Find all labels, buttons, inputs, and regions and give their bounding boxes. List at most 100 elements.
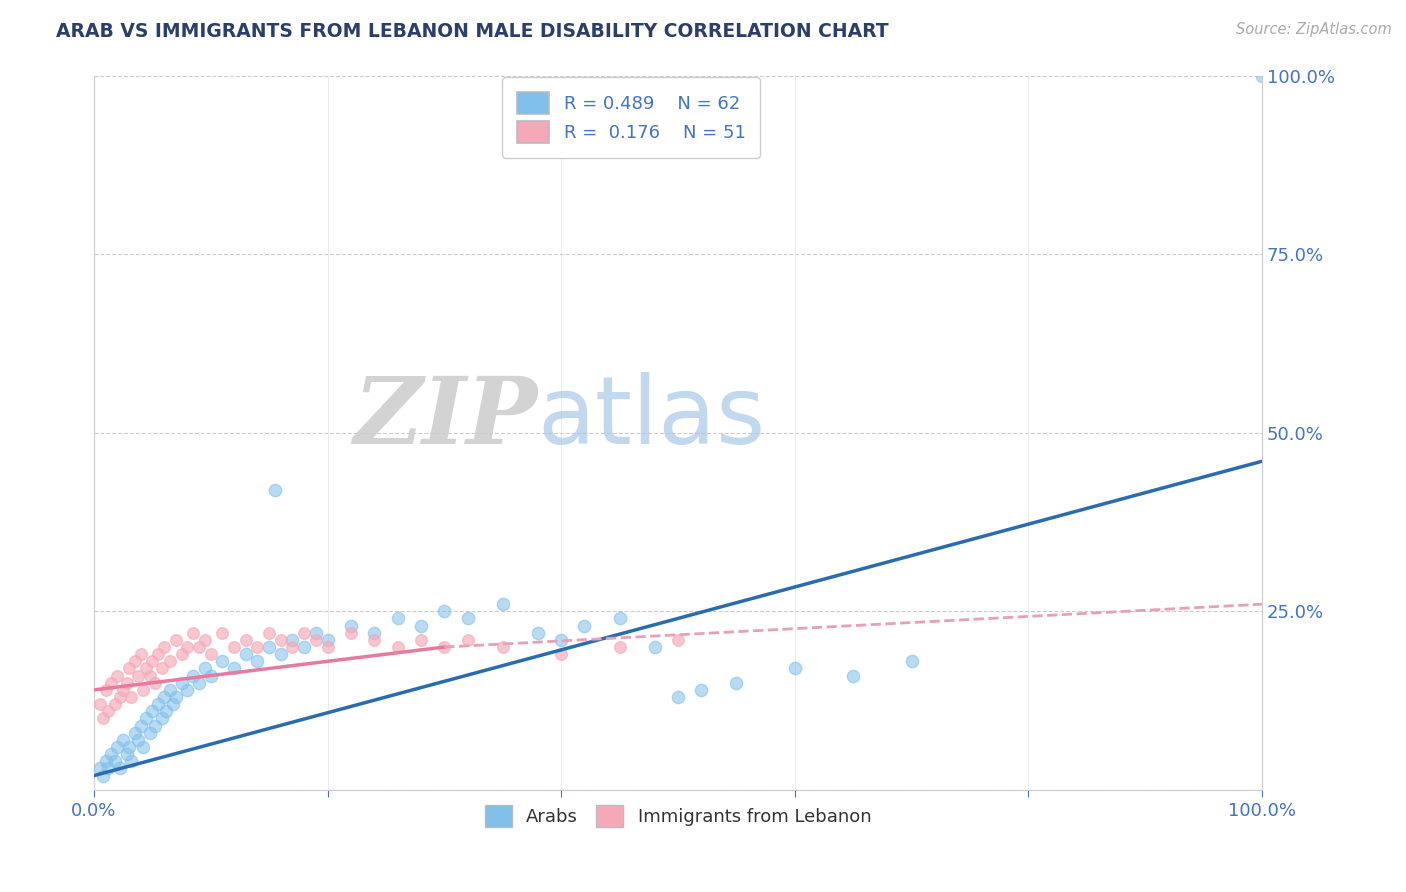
Point: [127, 732, 149, 747]
Point: [292, 625, 315, 640]
Point: [609, 611, 631, 625]
Text: ARAB VS IMMIGRANTS FROM LEBANON MALE DISABILITY CORRELATION CHART: ARAB VS IMMIGRANTS FROM LEBANON MALE DIS…: [56, 22, 889, 41]
Point: [235, 632, 257, 647]
Point: [159, 682, 181, 697]
Point: [644, 640, 666, 654]
Point: [900, 654, 922, 668]
Point: [1251, 69, 1274, 83]
Point: [305, 625, 328, 640]
Point: [89, 762, 111, 776]
Point: [97, 704, 120, 718]
Point: [94, 682, 117, 697]
Point: [842, 668, 865, 682]
Point: [120, 755, 142, 769]
Point: [162, 697, 184, 711]
Point: [124, 725, 146, 739]
Point: [211, 654, 233, 668]
Point: [264, 483, 287, 497]
Point: [725, 675, 748, 690]
Point: [457, 632, 479, 647]
Point: [104, 755, 127, 769]
Point: [112, 682, 135, 697]
Point: [146, 697, 169, 711]
Point: [194, 632, 217, 647]
Point: [340, 618, 363, 632]
Point: [690, 682, 713, 697]
Legend: Arabs, Immigrants from Lebanon: Arabs, Immigrants from Lebanon: [478, 798, 879, 835]
Point: [433, 640, 456, 654]
Point: [340, 625, 363, 640]
Point: [433, 604, 456, 618]
Point: [135, 711, 157, 725]
Point: [141, 704, 163, 718]
Point: [387, 640, 409, 654]
Point: [222, 661, 245, 675]
Point: [409, 632, 432, 647]
Point: [783, 661, 806, 675]
Text: atlas: atlas: [537, 373, 766, 465]
Point: [292, 640, 315, 654]
Point: [108, 762, 131, 776]
Point: [305, 632, 328, 647]
Point: [257, 640, 280, 654]
Point: [200, 668, 222, 682]
Point: [132, 740, 155, 755]
Point: [387, 611, 409, 625]
Point: [104, 697, 127, 711]
Point: [159, 654, 181, 668]
Point: [316, 632, 339, 647]
Point: [181, 668, 204, 682]
Point: [165, 632, 187, 647]
Point: [188, 640, 211, 654]
Point: [94, 755, 117, 769]
Point: [91, 711, 114, 725]
Point: [363, 632, 385, 647]
Point: [143, 718, 166, 732]
Point: [105, 668, 128, 682]
Point: [666, 632, 689, 647]
Point: [222, 640, 245, 654]
Point: [165, 690, 187, 704]
Point: [550, 632, 572, 647]
Point: [127, 668, 149, 682]
Point: [146, 647, 169, 661]
Point: [120, 690, 142, 704]
Point: [194, 661, 217, 675]
Point: [200, 647, 222, 661]
Point: [112, 732, 135, 747]
Point: [129, 647, 152, 661]
Point: [181, 625, 204, 640]
Point: [124, 654, 146, 668]
Point: [492, 597, 515, 611]
Point: [100, 675, 122, 690]
Point: [281, 640, 304, 654]
Point: [89, 697, 111, 711]
Point: [143, 675, 166, 690]
Point: [100, 747, 122, 762]
Point: [526, 625, 548, 640]
Point: [211, 625, 233, 640]
Point: [246, 654, 269, 668]
Point: [176, 640, 198, 654]
Point: [150, 661, 173, 675]
Point: [118, 661, 141, 675]
Point: [150, 711, 173, 725]
Point: [118, 740, 141, 755]
Point: [139, 725, 162, 739]
Point: [153, 640, 176, 654]
Text: Source: ZipAtlas.com: Source: ZipAtlas.com: [1236, 22, 1392, 37]
Point: [188, 675, 211, 690]
Point: [457, 611, 479, 625]
Point: [105, 740, 128, 755]
Point: [91, 769, 114, 783]
Point: [115, 747, 138, 762]
Point: [666, 690, 689, 704]
Point: [281, 632, 304, 647]
Point: [170, 675, 193, 690]
Point: [550, 647, 572, 661]
Point: [155, 704, 177, 718]
Point: [363, 625, 385, 640]
Point: [574, 618, 596, 632]
Point: [132, 682, 155, 697]
Point: [97, 762, 120, 776]
